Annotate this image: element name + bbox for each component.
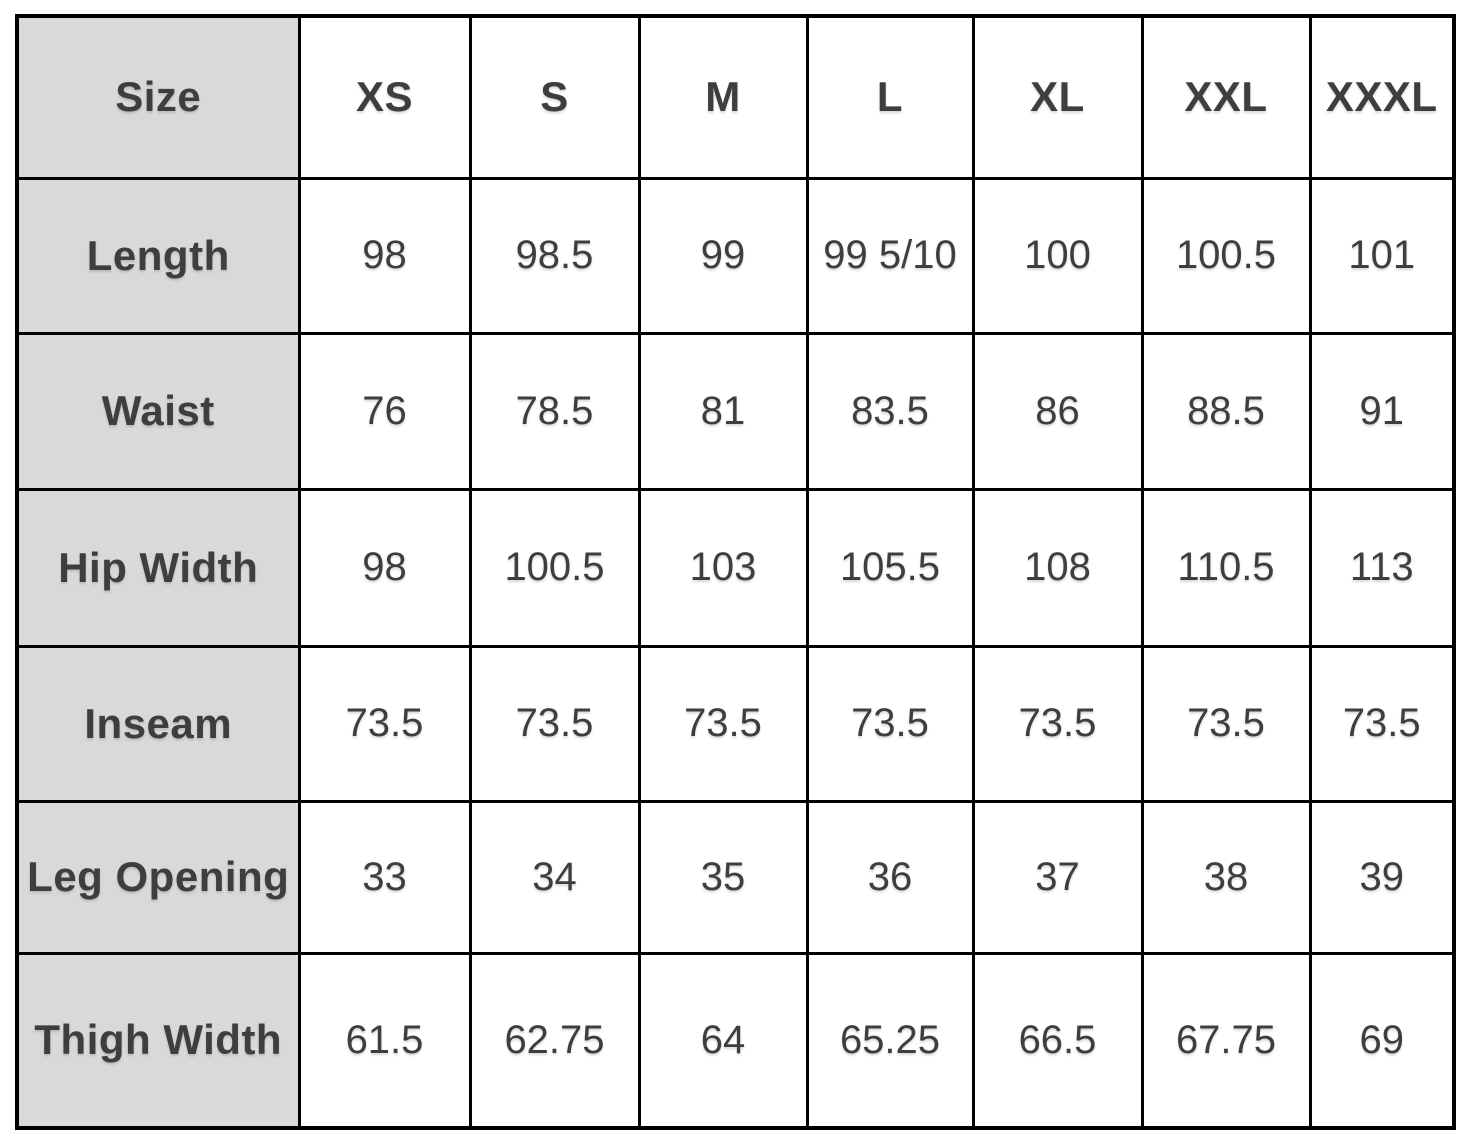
data-cell-leg-opening-m: 35: [637, 799, 809, 955]
data-cell-thigh-width-l: 65.25: [805, 951, 975, 1130]
data-cell-hip-width-l: 105.5: [805, 487, 975, 648]
data-cell-inseam-xl: 73.5: [971, 644, 1144, 803]
data-cell-thigh-width-xxl: 67.75: [1140, 951, 1312, 1130]
data-cell-waist-xl: 86: [971, 331, 1144, 491]
column-header-s: S: [468, 14, 641, 180]
data-cell-waist-l: 83.5: [805, 331, 975, 491]
table-row-thigh-width: Thigh Width 61.5 62.75 64 65.25 66.5 67.…: [15, 951, 1456, 1130]
data-cell-hip-width-xxl: 110.5: [1140, 487, 1312, 648]
data-cell-leg-opening-xxl: 38: [1140, 799, 1312, 955]
column-header-m: M: [637, 14, 809, 180]
row-label-thigh-width: Thigh Width: [15, 951, 301, 1130]
data-cell-inseam-xs: 73.5: [297, 644, 472, 803]
data-cell-hip-width-xl: 108: [971, 487, 1144, 648]
data-cell-length-m: 99: [637, 176, 809, 335]
data-cell-waist-xxxl: 91: [1308, 331, 1456, 491]
row-label-waist: Waist: [15, 331, 301, 491]
data-cell-inseam-xxxl: 73.5: [1308, 644, 1456, 803]
table-header-row: Size XS S M L XL XXL XXXL: [15, 14, 1456, 180]
table-row-inseam: Inseam 73.5 73.5 73.5 73.5 73.5 73.5 73.…: [15, 644, 1456, 803]
data-cell-hip-width-m: 103: [637, 487, 809, 648]
column-header-xxl: XXL: [1140, 14, 1312, 180]
data-cell-length-xl: 100: [971, 176, 1144, 335]
column-header-xxxl: XXXL: [1308, 14, 1456, 180]
data-cell-inseam-l: 73.5: [805, 644, 975, 803]
data-cell-thigh-width-m: 64: [637, 951, 809, 1130]
row-label-inseam: Inseam: [15, 644, 301, 803]
data-cell-leg-opening-l: 36: [805, 799, 975, 955]
table-row-waist: Waist 76 78.5 81 83.5 86 88.5 91: [15, 331, 1456, 491]
data-cell-hip-width-xxxl: 113: [1308, 487, 1456, 648]
data-cell-waist-m: 81: [637, 331, 809, 491]
data-cell-leg-opening-xl: 37: [971, 799, 1144, 955]
data-cell-thigh-width-xl: 66.5: [971, 951, 1144, 1130]
data-cell-length-xxl: 100.5: [1140, 176, 1312, 335]
column-header-xs: XS: [297, 14, 472, 180]
data-cell-inseam-m: 73.5: [637, 644, 809, 803]
data-cell-leg-opening-xxxl: 39: [1308, 799, 1456, 955]
row-label-length: Length: [15, 176, 301, 335]
table-row-hip-width: Hip Width 98 100.5 103 105.5 108 110.5 1…: [15, 487, 1456, 648]
data-cell-waist-s: 78.5: [468, 331, 641, 491]
corner-header-cell: Size: [15, 14, 301, 180]
data-cell-waist-xs: 76: [297, 331, 472, 491]
data-cell-length-l: 99 5/10: [805, 176, 975, 335]
column-header-l: L: [805, 14, 975, 180]
data-cell-hip-width-xs: 98: [297, 487, 472, 648]
table-row-leg-opening: Leg Opening 33 34 35 36 37 38 39: [15, 799, 1456, 955]
data-cell-thigh-width-xxxl: 69: [1308, 951, 1456, 1130]
data-cell-inseam-s: 73.5: [468, 644, 641, 803]
data-cell-length-xs: 98: [297, 176, 472, 335]
column-header-xl: XL: [971, 14, 1144, 180]
data-cell-length-s: 98.5: [468, 176, 641, 335]
data-cell-thigh-width-s: 62.75: [468, 951, 641, 1130]
row-label-leg-opening: Leg Opening: [15, 799, 301, 955]
data-cell-waist-xxl: 88.5: [1140, 331, 1312, 491]
row-label-hip-width: Hip Width: [15, 487, 301, 648]
data-cell-hip-width-s: 100.5: [468, 487, 641, 648]
table-row-length: Length 98 98.5 99 99 5/10 100 100.5 101: [15, 176, 1456, 335]
data-cell-length-xxxl: 101: [1308, 176, 1456, 335]
data-cell-thigh-width-xs: 61.5: [297, 951, 472, 1130]
data-cell-inseam-xxl: 73.5: [1140, 644, 1312, 803]
size-chart-table: Size XS S M L XL XXL XXXL Length 98 98.5…: [15, 14, 1456, 1130]
data-cell-leg-opening-xs: 33: [297, 799, 472, 955]
data-cell-leg-opening-s: 34: [468, 799, 641, 955]
